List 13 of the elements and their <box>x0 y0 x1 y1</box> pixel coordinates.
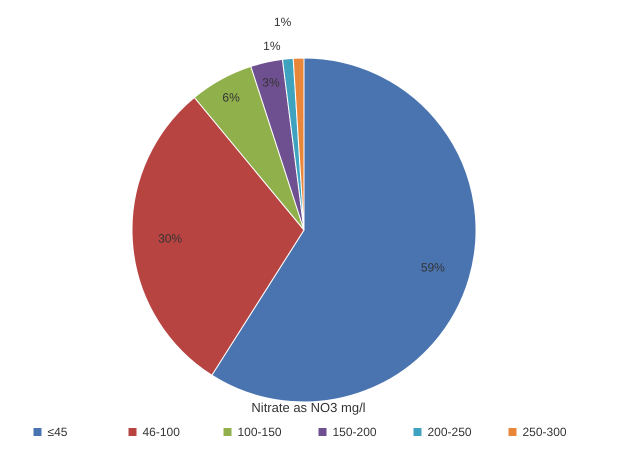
legend-title: Nitrate as NO3 mg/l <box>251 400 366 415</box>
legend-label: 46-100 <box>142 425 180 439</box>
data-label: 59% <box>420 260 446 274</box>
legend-label: 250-300 <box>522 425 567 439</box>
legend-label: 100-150 <box>238 425 282 439</box>
legend-label: 200-250 <box>428 425 472 439</box>
data-label: 1% <box>274 15 292 29</box>
data-label: 30% <box>158 231 182 246</box>
data-label: 1% <box>263 39 281 53</box>
data-label: 3% <box>262 75 280 90</box>
legend-label: ≤45 <box>48 425 68 439</box>
legend-label: 150-200 <box>332 425 377 439</box>
data-label: 6% <box>222 90 240 104</box>
